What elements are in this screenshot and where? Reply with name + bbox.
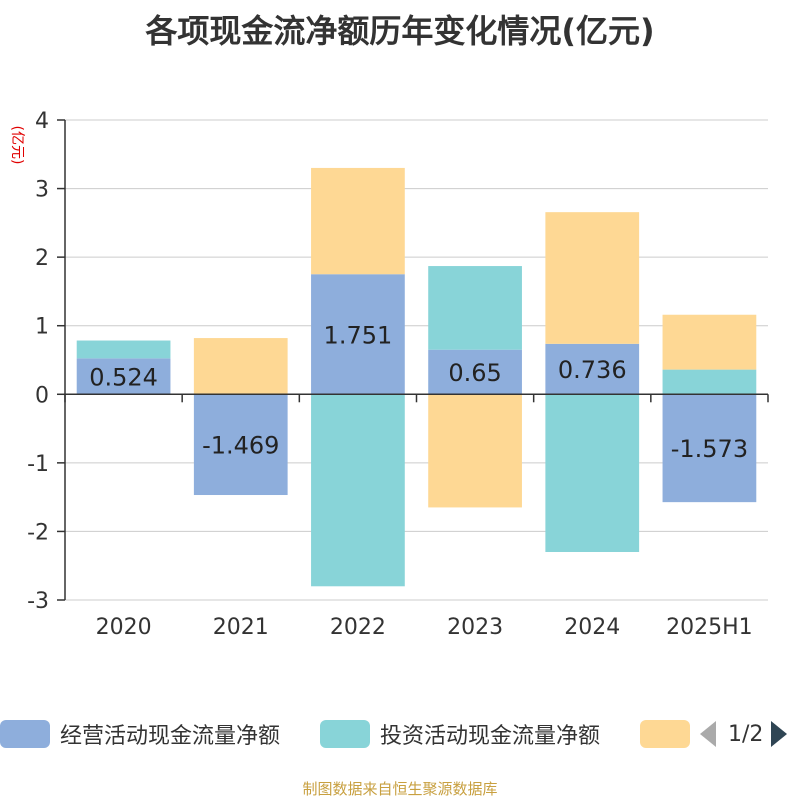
bar-1-2025H1 bbox=[662, 394, 757, 503]
data-label: 0.736 bbox=[558, 356, 627, 384]
y-tick-label: -2 bbox=[27, 520, 49, 545]
bar-2-2020 bbox=[76, 340, 171, 359]
legend-swatch-third bbox=[640, 720, 690, 748]
x-tick-label: 2023 bbox=[447, 615, 503, 640]
bar-1-2024 bbox=[545, 343, 640, 395]
bar-1-2023 bbox=[428, 349, 522, 395]
bar-2-2022 bbox=[311, 394, 405, 587]
bar-3-2021 bbox=[193, 338, 288, 395]
legend-item-operating[interactable]: 经营活动现金流量净额 bbox=[0, 716, 280, 752]
y-tick-label: 3 bbox=[35, 178, 49, 203]
y-tick-label: 0 bbox=[35, 383, 49, 408]
bar-2-2025H1 bbox=[662, 369, 757, 395]
bar-2-2023 bbox=[428, 266, 522, 350]
legend-item-investing[interactable]: 投资活动现金流量净额 bbox=[320, 716, 600, 752]
legend-next-page-icon[interactable] bbox=[771, 721, 788, 747]
bar-3-2023 bbox=[428, 394, 522, 508]
legend-label-investing: 投资活动现金流量净额 bbox=[380, 724, 601, 749]
y-tick-label: 2 bbox=[35, 246, 49, 271]
legend-page-indicator: 1/2 bbox=[728, 721, 764, 747]
x-tick-label: 2021 bbox=[213, 615, 269, 640]
data-label: 1.751 bbox=[324, 321, 393, 349]
x-tick-label: 2025H1 bbox=[666, 615, 753, 640]
bar-1-2021 bbox=[193, 394, 288, 496]
chart-title: 各项现金流净额历年变化情况(亿元) bbox=[145, 12, 655, 50]
legend-swatch-operating bbox=[0, 720, 50, 748]
data-label: 0.524 bbox=[89, 363, 158, 391]
data-label: -1.573 bbox=[671, 435, 748, 463]
legend-pager: 1/2 bbox=[700, 716, 788, 752]
legend-label-operating: 经营活动现金流量净额 bbox=[60, 724, 281, 749]
legend: 经营活动现金流量净额 投资活动现金流量净额 bbox=[0, 716, 800, 752]
bar-3-2025H1 bbox=[662, 314, 757, 370]
y-axis-label: (亿元) bbox=[9, 126, 25, 165]
x-tick-label: 2024 bbox=[564, 615, 620, 640]
data-label: 0.65 bbox=[448, 359, 501, 387]
legend-prev-page-icon[interactable] bbox=[700, 721, 716, 747]
y-tick-label: -1 bbox=[27, 452, 49, 477]
bar-3-2024 bbox=[545, 212, 640, 344]
bar-3-2022 bbox=[311, 167, 405, 275]
bar-1-2022 bbox=[311, 274, 405, 395]
y-tick-label: 4 bbox=[35, 109, 49, 134]
x-tick-label: 2022 bbox=[330, 615, 386, 640]
legend-swatch-investing bbox=[320, 720, 370, 748]
y-tick-label: -3 bbox=[27, 589, 49, 614]
bar-2-2024 bbox=[545, 394, 640, 552]
data-label: -1.469 bbox=[202, 432, 279, 460]
legend-item-third[interactable] bbox=[640, 716, 690, 752]
bar-1-2020 bbox=[76, 358, 171, 395]
x-tick-label: 2020 bbox=[96, 615, 152, 640]
y-tick-label: 1 bbox=[35, 315, 49, 340]
data-source-note: 制图数据来自恒生聚源数据库 bbox=[302, 780, 498, 798]
stacked-bar-chart: 4 3 2 1 0 -1 -2 -3 (亿元) 0.524 -1.469 1.751 0.65 0.736… bbox=[9, 109, 769, 640]
